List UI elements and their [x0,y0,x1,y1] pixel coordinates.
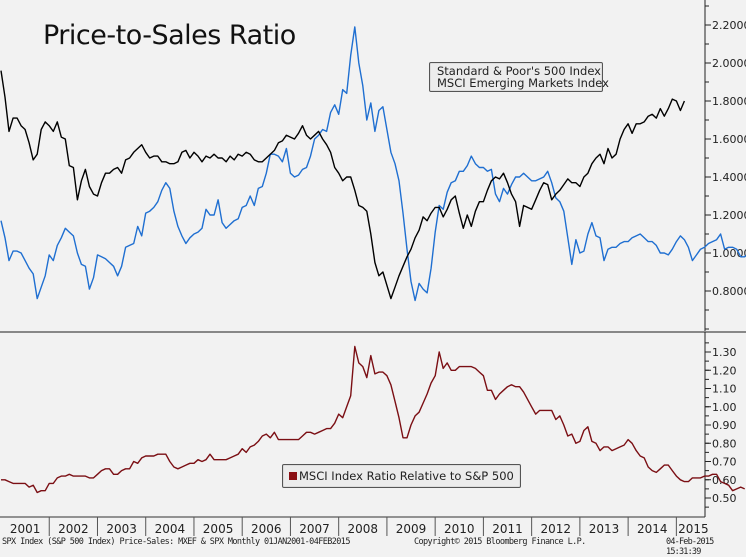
y-tick-label-bottom: 1.30 [712,346,737,359]
y-tick-label-top: 1.4000 [712,171,746,184]
legend-item-ratio: MSCI Index Ratio Relative to S&P 500 [289,470,514,482]
x-tick-label: 2014 [637,522,668,536]
x-tick-label: 2013 [589,522,620,536]
x-tick-label: 2015 [678,522,709,536]
series-line-msci-em [0,26,746,302]
y-tick-label-bottom: 1.20 [712,364,737,377]
y-tick-label-bottom: 0.70 [712,456,737,469]
legend-item-sp500: Standard & Poor's 500 Index [435,65,601,77]
y-tick-label-top: 1.0000 [712,247,746,260]
footer-timestamp: 04-Feb-2015 15:31:39 [666,537,714,557]
bottom-panel: 0.50 0.60 0.70 0.80 0.90 1.00 1.10 1.20 1.30 [0,332,737,518]
x-tick-label: 2008 [348,522,379,536]
x-tick-label: 2012 [540,522,571,536]
x-tick-label: 2001 [10,522,41,536]
y-tick-label-top: 2.0000 [712,57,746,70]
legend-label-msci-em: MSCI Emerging Markets Index [437,76,609,90]
legend-label-sp500: Standard & Poor's 500 Index [437,64,601,78]
series-line-sp500 [0,70,686,300]
x-tick-label: 2011 [492,522,523,536]
y-tick-label-bottom: 1.10 [712,383,737,396]
x-axis: 2001 2002 2003 2004 2005 2006 2007 2008 2009 2010… [10,517,709,536]
x-tick-label: 2007 [299,522,330,536]
y-tick-label-top: 1.6000 [712,133,746,146]
footer-copyright: Copyright© 2015 Bloomberg Finance L.P. [414,537,586,547]
y-tick-label-bottom: 0.50 [712,492,737,505]
x-tick-label: 2004 [155,522,186,536]
legend-swatch-ratio [289,472,297,480]
y-tick-label-bottom: 0.80 [712,437,737,450]
x-tick-label: 2005 [203,522,234,536]
y-tick-label-bottom: 0.90 [712,419,737,432]
footer-source: SPX Index (S&P 500 Index) Price-Sales: M… [2,537,350,547]
legend-item-msci-em: MSCI Emerging Markets Index [435,77,609,89]
y-tick-label-top: 0.8000 [712,285,746,298]
legend-label-ratio: MSCI Index Ratio Relative to S&P 500 [299,469,514,483]
y-tick-label-bottom: 1.00 [712,401,737,414]
legend-top: Standard & Poor's 500 Index MSCI Emergin… [429,62,609,92]
series-line-ratio [1,345,745,494]
y-tick-label-top: 1.8000 [712,95,746,108]
x-tick-label: 2010 [444,522,475,536]
x-tick-label: 2009 [396,522,427,536]
series-lines [0,26,746,494]
x-tick-label: 2006 [251,522,282,536]
chart-title: Price-to-Sales Ratio [43,20,296,51]
y-tick-label-bottom: 0.60 [712,474,737,487]
x-tick-label: 2003 [106,522,137,536]
x-tick-label: 2002 [58,522,89,536]
legend-bottom: MSCI Index Ratio Relative to S&P 500 [282,464,521,488]
